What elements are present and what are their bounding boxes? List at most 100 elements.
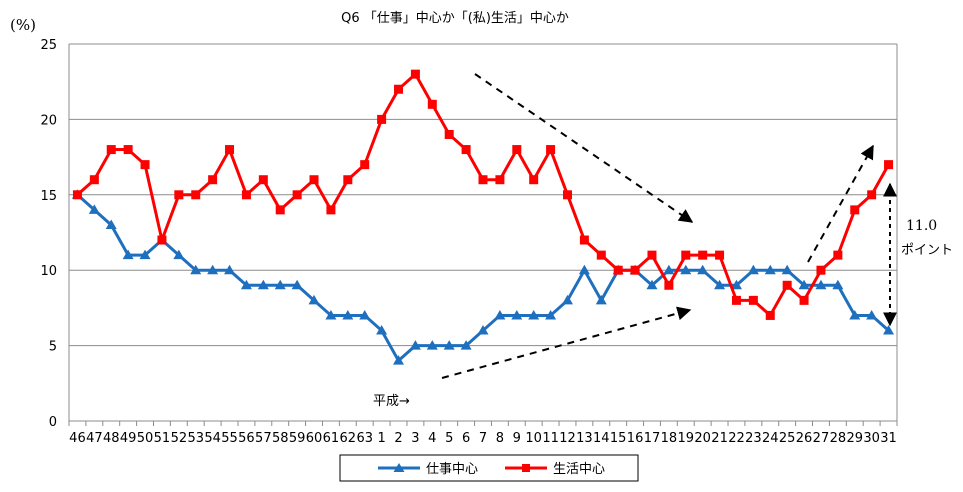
data-point bbox=[663, 264, 675, 275]
legend-marker-work bbox=[393, 463, 405, 472]
data-point bbox=[444, 129, 454, 139]
x-tick-labels: 46 47 48 49 50 51 52 53 54 55 56 57 58 59 60 61 62 63 1 2 3 4… bbox=[69, 431, 897, 446]
x-tick-label: 10 bbox=[525, 431, 542, 446]
data-point bbox=[72, 190, 82, 200]
data-point bbox=[495, 175, 505, 185]
data-point bbox=[765, 310, 775, 320]
data-point bbox=[545, 309, 557, 320]
trend-arrow-rise bbox=[807, 144, 874, 263]
series-life bbox=[72, 69, 894, 320]
x-tick-label: 52 bbox=[171, 431, 188, 446]
x-tick-label: 29 bbox=[846, 431, 863, 446]
x-tick-label: 31 bbox=[880, 431, 897, 446]
x-tick-label: 28 bbox=[830, 431, 847, 446]
data-point bbox=[730, 279, 742, 290]
data-point bbox=[326, 205, 336, 215]
y-tick-label: 25 bbox=[40, 38, 57, 53]
data-point bbox=[240, 279, 252, 290]
data-point bbox=[478, 175, 488, 185]
data-point bbox=[832, 279, 844, 290]
trend-arrow-down bbox=[474, 73, 694, 223]
x-tick-label: 17 bbox=[644, 431, 661, 446]
x-tick-label: 48 bbox=[103, 431, 120, 446]
x-tick-label: 15 bbox=[610, 431, 627, 446]
data-point bbox=[647, 250, 657, 260]
data-point bbox=[122, 249, 134, 260]
legend-label-work: 仕事中心 bbox=[426, 462, 478, 477]
x-tick-label: 59 bbox=[289, 431, 306, 446]
x-tick-label: 7 bbox=[479, 431, 487, 446]
data-point bbox=[546, 145, 556, 155]
data-point bbox=[291, 279, 303, 290]
x-tick-label: 27 bbox=[813, 431, 830, 446]
data-point bbox=[782, 280, 792, 290]
x-tick-label: 23 bbox=[745, 431, 762, 446]
gap-value-label: 11.0 bbox=[906, 218, 937, 234]
x-tick-label: 14 bbox=[593, 431, 610, 446]
data-point bbox=[225, 145, 235, 155]
data-point bbox=[664, 280, 674, 290]
x-tick-label: 13 bbox=[576, 431, 593, 446]
x-tick-label: 3 bbox=[411, 431, 419, 446]
x-tick-label: 60 bbox=[306, 431, 323, 446]
data-point bbox=[528, 309, 540, 320]
axes bbox=[68, 44, 898, 426]
series-work bbox=[71, 189, 895, 365]
x-tick-label: 25 bbox=[779, 431, 796, 446]
x-tick-label: 8 bbox=[496, 431, 504, 446]
x-tick-label: 30 bbox=[863, 431, 880, 446]
data-point bbox=[191, 190, 201, 200]
data-point bbox=[343, 175, 353, 185]
data-point bbox=[646, 279, 658, 290]
x-tick-label: 5 bbox=[445, 431, 453, 446]
legend-label-life: 生活中心 bbox=[553, 462, 605, 477]
data-point bbox=[377, 114, 387, 124]
data-point bbox=[174, 190, 184, 200]
data-point bbox=[105, 219, 117, 229]
y-tick-label: 20 bbox=[40, 113, 57, 128]
series bbox=[71, 69, 895, 365]
gap-unit-label: ポイント bbox=[901, 243, 953, 258]
y-axis-unit: (%) bbox=[10, 16, 36, 34]
x-tick-label: 50 bbox=[137, 431, 154, 446]
trend-arrow-up bbox=[441, 306, 692, 379]
x-tick-label: 19 bbox=[678, 431, 695, 446]
x-tick-label: 55 bbox=[221, 431, 238, 446]
data-point bbox=[781, 264, 793, 275]
data-point bbox=[883, 325, 895, 335]
x-tick-label: 46 bbox=[69, 431, 86, 446]
x-tick-label: 63 bbox=[356, 431, 373, 446]
x-tick-label: 58 bbox=[272, 431, 289, 446]
data-point bbox=[798, 279, 810, 290]
data-point bbox=[731, 295, 741, 305]
x-tick-label: 20 bbox=[694, 431, 711, 446]
data-point bbox=[512, 145, 522, 155]
data-point bbox=[561, 294, 573, 305]
x-tick-label: 56 bbox=[238, 431, 255, 446]
data-point bbox=[461, 145, 471, 155]
data-point bbox=[850, 205, 860, 215]
data-point bbox=[88, 204, 100, 214]
data-point bbox=[833, 250, 843, 260]
x-tick-label: 57 bbox=[255, 431, 272, 446]
y-tick-label: 15 bbox=[40, 189, 57, 204]
data-point bbox=[815, 279, 827, 290]
x-tick-label: 47 bbox=[86, 431, 103, 446]
data-point bbox=[173, 249, 185, 260]
data-point bbox=[630, 265, 640, 275]
data-point bbox=[562, 190, 572, 200]
data-point bbox=[190, 264, 202, 275]
x-tick-label: 49 bbox=[120, 431, 137, 446]
x-tick-label: 18 bbox=[661, 431, 678, 446]
data-point bbox=[309, 175, 319, 185]
data-point bbox=[427, 99, 437, 109]
data-point bbox=[426, 340, 438, 350]
data-point bbox=[529, 175, 539, 185]
data-point bbox=[613, 265, 623, 275]
data-point bbox=[698, 250, 708, 260]
trend-arrows bbox=[441, 73, 897, 379]
data-point bbox=[89, 175, 99, 185]
data-point bbox=[376, 325, 388, 335]
data-point bbox=[292, 190, 302, 200]
data-point bbox=[595, 294, 607, 305]
